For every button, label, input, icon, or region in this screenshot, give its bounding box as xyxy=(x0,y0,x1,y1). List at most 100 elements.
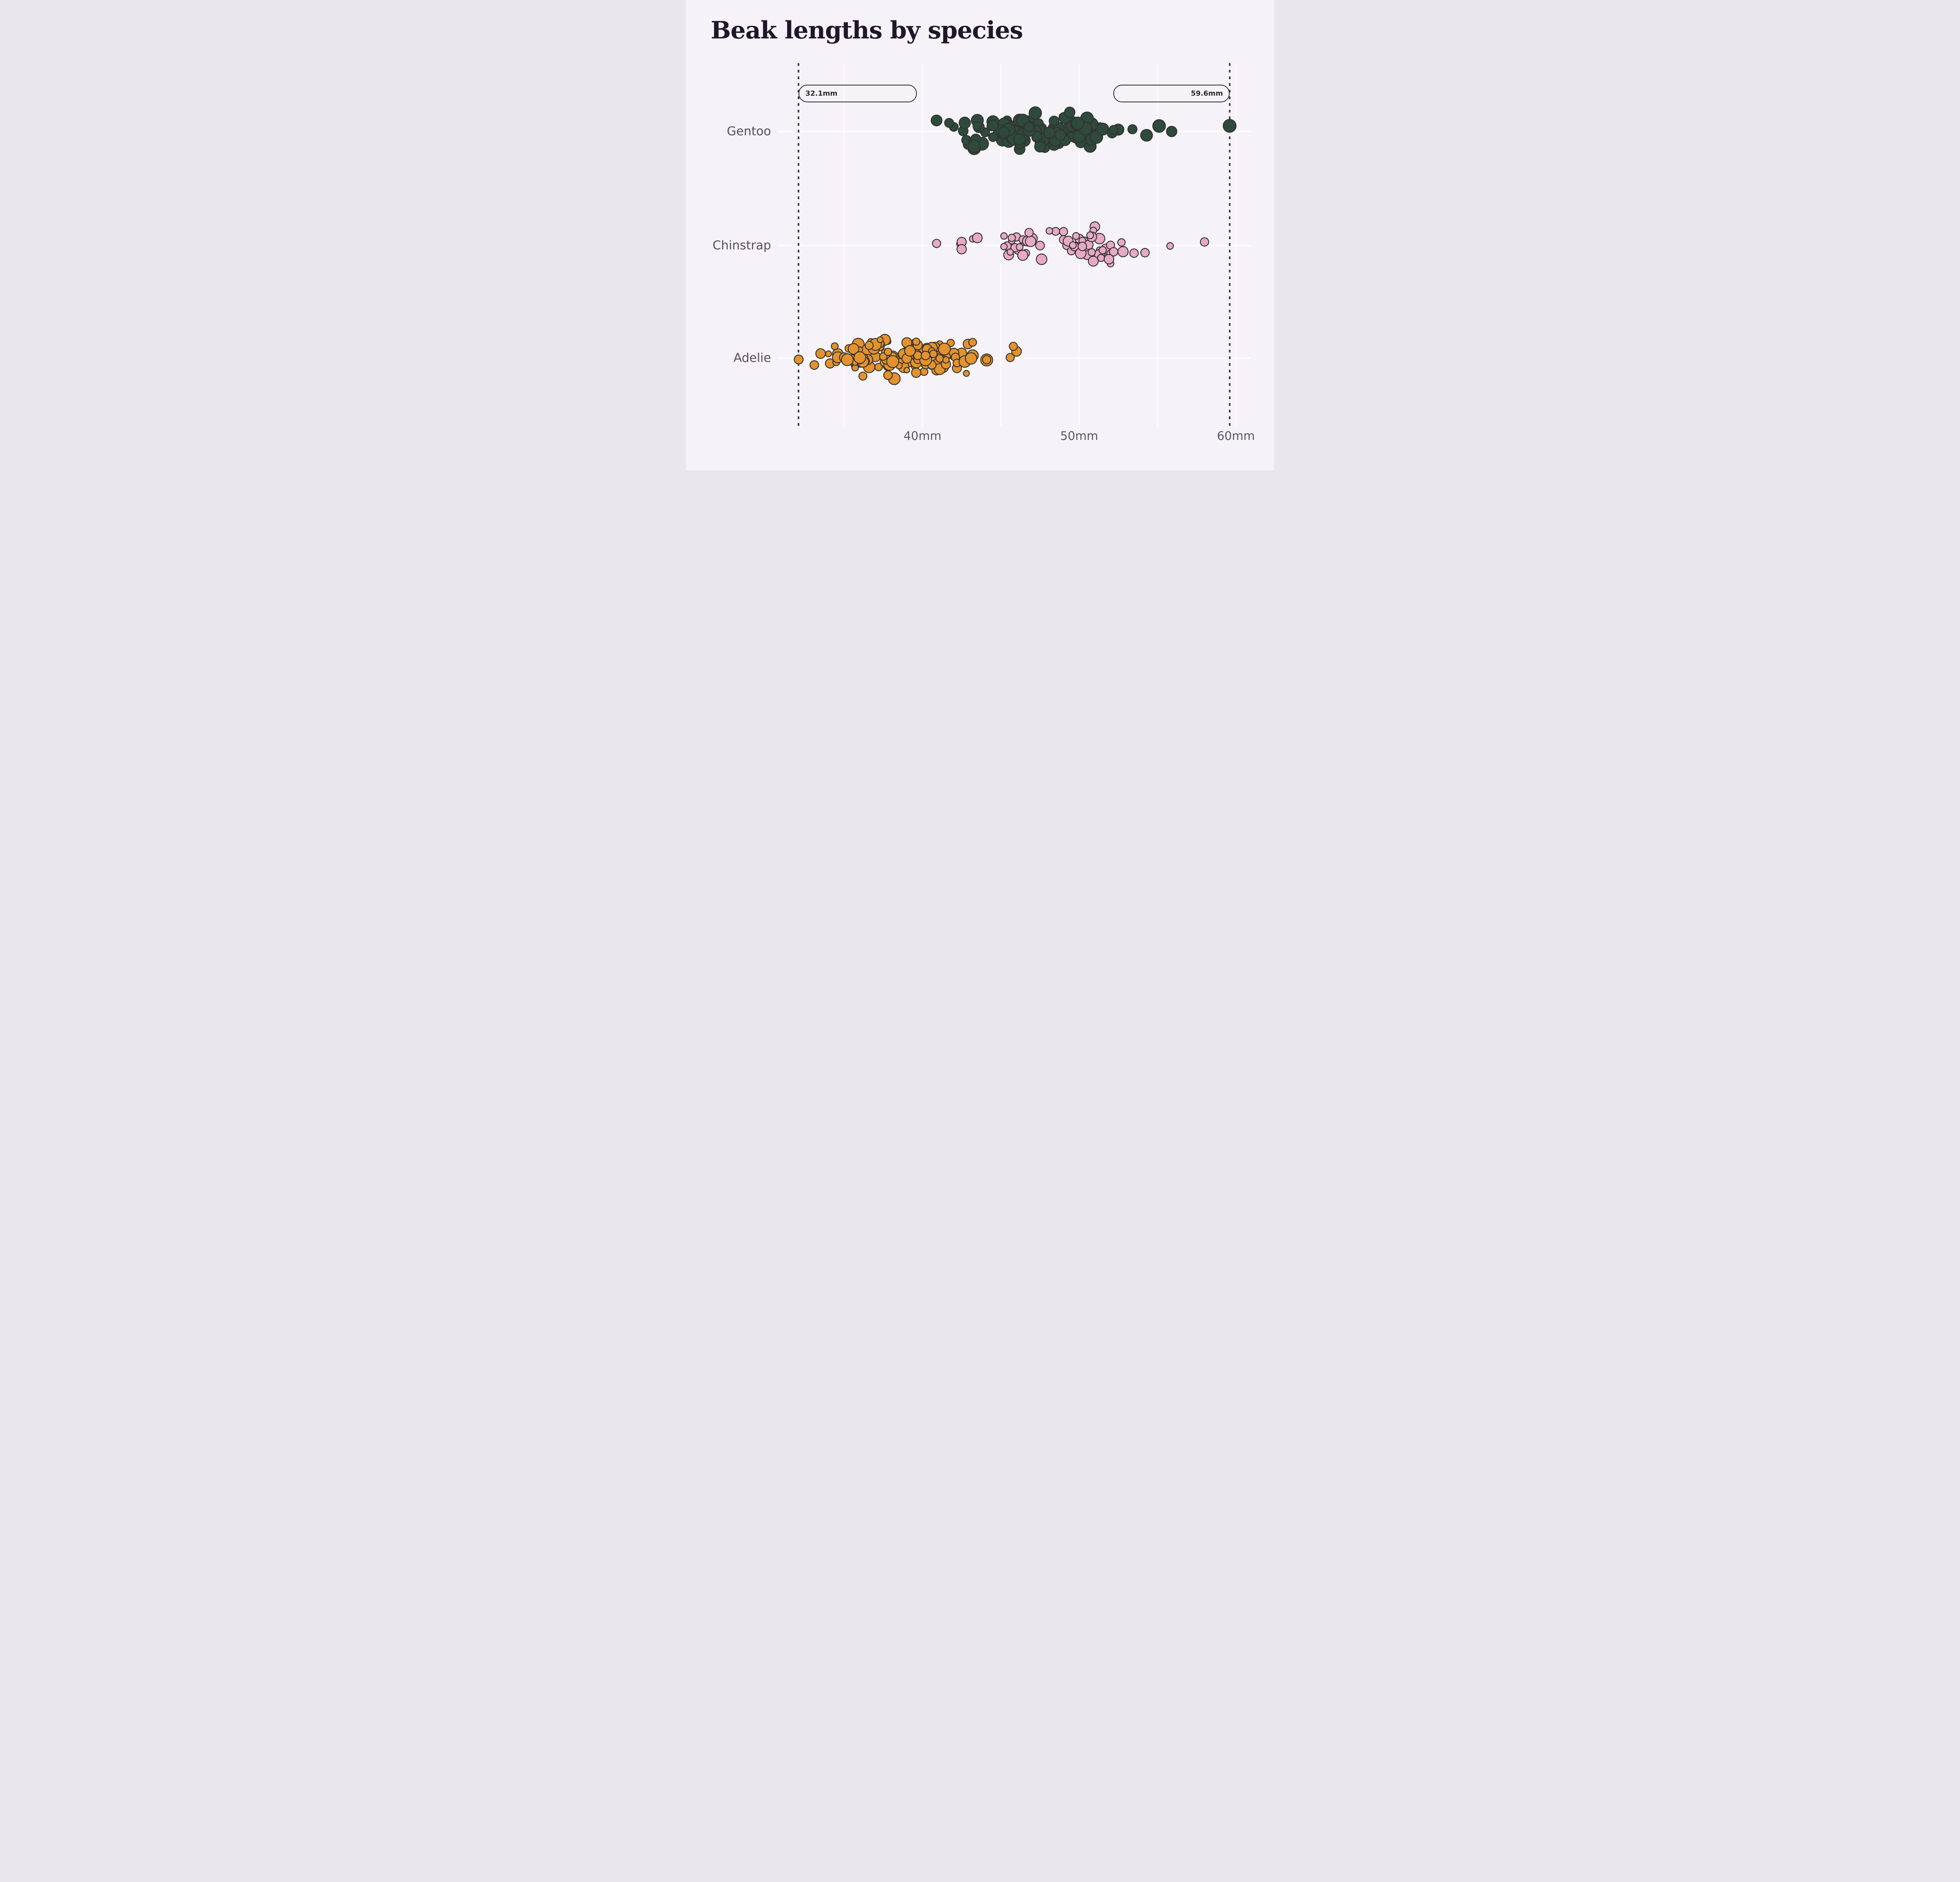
data-point-adelie xyxy=(1005,353,1015,362)
data-point-gentoo xyxy=(944,118,954,128)
data-point-gentoo xyxy=(1034,141,1046,153)
data-point-chinstrap xyxy=(1036,253,1047,265)
data-point-gentoo xyxy=(967,140,981,153)
data-point-adelie xyxy=(942,356,950,364)
data-point-chinstrap xyxy=(1072,232,1080,240)
data-point-chinstrap xyxy=(1097,254,1105,262)
data-point-chinstrap xyxy=(1017,249,1029,261)
data-point-chinstrap xyxy=(1007,234,1016,242)
data-point-chinstrap xyxy=(1117,246,1129,258)
data-point-chinstrap xyxy=(1086,231,1094,240)
data-point-chinstrap xyxy=(1140,248,1150,258)
ref-annotation-min: 32.1mm xyxy=(799,85,917,102)
dots-layer xyxy=(793,106,1237,385)
reference-line-32.1mm xyxy=(798,63,800,427)
data-point-gentoo xyxy=(958,116,971,129)
x-tick-60mm: 60mm xyxy=(1217,429,1255,443)
data-point-chinstrap xyxy=(1000,232,1008,240)
data-point-gentoo xyxy=(1166,125,1178,137)
data-point-gentoo xyxy=(1024,122,1034,132)
data-point-chinstrap xyxy=(1166,242,1174,250)
data-point-gentoo xyxy=(1152,119,1166,133)
beak-length-chart: Beak lengths by species 32.1mm 59.6mm Ge… xyxy=(686,0,1274,470)
data-point-gentoo xyxy=(1049,116,1060,127)
data-point-adelie xyxy=(848,343,860,355)
data-point-adelie xyxy=(793,354,804,365)
data-point-chinstrap xyxy=(1109,247,1118,257)
data-point-gentoo xyxy=(1029,106,1042,120)
category-label-adelie: Adelie xyxy=(733,351,771,365)
data-point-gentoo xyxy=(972,121,982,131)
category-label-chinstrap: Chinstrap xyxy=(712,238,771,253)
data-point-adelie xyxy=(853,351,866,364)
data-point-gentoo xyxy=(1127,124,1138,134)
data-point-adelie xyxy=(963,370,970,377)
x-tick-50mm: 50mm xyxy=(1060,429,1098,443)
data-point-adelie xyxy=(877,336,884,343)
data-point-gentoo xyxy=(1140,129,1153,142)
data-point-adelie xyxy=(965,352,977,365)
data-point-adelie xyxy=(841,353,854,366)
data-point-chinstrap xyxy=(1103,254,1114,265)
data-point-adelie xyxy=(864,341,874,350)
ref-annotation-max: 59.6mm xyxy=(1113,85,1230,102)
ref-annotation-min-label: 32.1mm xyxy=(805,89,838,98)
data-point-gentoo xyxy=(987,119,999,131)
data-point-gentoo xyxy=(931,114,943,127)
data-point-chinstrap xyxy=(932,239,941,248)
series-gentoo xyxy=(931,106,1237,155)
data-point-chinstrap xyxy=(1035,240,1045,251)
data-point-gentoo xyxy=(1096,122,1109,136)
data-point-gentoo xyxy=(1013,133,1026,146)
data-point-adelie xyxy=(815,348,826,359)
data-point-chinstrap xyxy=(1129,248,1139,258)
data-point-gentoo xyxy=(998,126,1010,138)
data-point-chinstrap xyxy=(1087,248,1096,256)
data-point-adelie xyxy=(982,355,991,365)
data-point-gentoo xyxy=(1223,119,1237,133)
data-point-adelie xyxy=(904,367,910,374)
data-point-adelie xyxy=(938,342,951,356)
data-point-chinstrap xyxy=(1045,227,1053,235)
data-point-adelie xyxy=(968,338,977,347)
data-point-gentoo xyxy=(1043,126,1056,139)
data-point-gentoo xyxy=(1054,129,1066,141)
data-point-adelie xyxy=(809,360,819,370)
data-point-gentoo xyxy=(1064,106,1076,118)
data-point-adelie xyxy=(912,337,920,346)
data-point-adelie xyxy=(858,371,867,381)
data-point-adelie xyxy=(886,355,899,368)
data-point-adelie xyxy=(874,363,883,371)
x-tick-40mm: 40mm xyxy=(903,429,942,443)
data-point-adelie xyxy=(825,350,832,358)
data-point-chinstrap xyxy=(1069,241,1077,249)
data-point-chinstrap xyxy=(956,244,967,254)
data-point-gentoo xyxy=(1071,116,1085,130)
data-point-adelie xyxy=(911,367,922,378)
data-point-chinstrap xyxy=(1025,236,1036,247)
reference-line-59.6mm xyxy=(1229,63,1230,427)
data-point-adelie xyxy=(883,370,893,380)
data-point-chinstrap xyxy=(1088,256,1099,267)
data-point-adelie xyxy=(831,342,839,350)
data-point-chinstrap xyxy=(1200,237,1209,247)
series-chinstrap xyxy=(932,221,1209,267)
chart-title: Beak lengths by species xyxy=(711,16,1023,44)
data-point-chinstrap xyxy=(1117,238,1126,247)
data-point-chinstrap xyxy=(972,233,983,243)
data-point-chinstrap xyxy=(1000,243,1008,251)
data-point-chinstrap xyxy=(1016,243,1024,251)
category-label-gentoo: Gentoo xyxy=(727,124,771,138)
data-point-gentoo xyxy=(1109,125,1119,135)
data-point-chinstrap xyxy=(1059,227,1068,236)
data-point-gentoo xyxy=(988,132,998,142)
data-point-chinstrap xyxy=(1006,248,1014,256)
data-point-chinstrap xyxy=(1098,246,1107,254)
data-point-adelie xyxy=(904,345,916,357)
data-point-adelie xyxy=(884,347,892,356)
data-point-chinstrap xyxy=(1024,228,1034,238)
ref-annotation-max-label: 59.6mm xyxy=(1191,89,1223,98)
data-point-adelie xyxy=(929,349,938,358)
data-point-adelie xyxy=(1009,342,1018,351)
series-adelie xyxy=(793,334,1022,385)
